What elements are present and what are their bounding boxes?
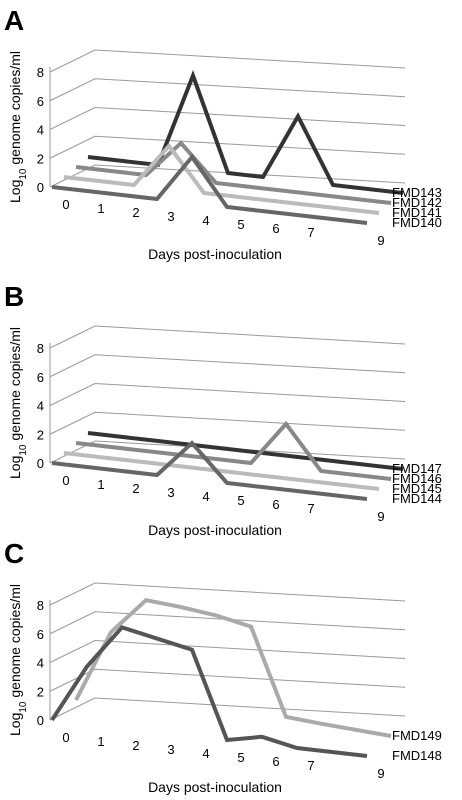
series-line	[87, 431, 404, 471]
x-tick-label: 0	[62, 473, 69, 488]
legend-label: FMD146	[392, 471, 442, 486]
grid-line	[49, 697, 406, 721]
x-tick-label: 0	[62, 730, 69, 745]
panel-letter: B	[4, 281, 24, 312]
x-tick-label: 4	[202, 213, 209, 228]
x-axis-title: Days post-inoculation	[148, 779, 282, 795]
x-tick-label: 4	[202, 746, 209, 761]
y-axis-title-part: 10	[18, 168, 29, 180]
x-axis-title: Days post-inoculation	[148, 246, 282, 262]
series-line	[63, 451, 380, 491]
grid-line	[49, 639, 406, 663]
legend-label: FMD143	[392, 185, 442, 200]
y-axis-title-part: Log	[7, 713, 23, 736]
y-tick-label: 6	[37, 370, 44, 385]
y-tick-label: 0	[37, 456, 44, 471]
x-tick-label: 7	[307, 758, 314, 773]
y-tick-label: 4	[37, 656, 44, 671]
y-axis-title-part: genome copies/ml	[7, 584, 23, 702]
x-tick-label: 9	[377, 233, 384, 248]
y-tick-label: 2	[37, 684, 44, 699]
legend-label: FMD144	[392, 491, 442, 506]
grid-line	[49, 382, 406, 406]
x-tick-label: 7	[307, 225, 314, 240]
legend-label: FMD148	[392, 748, 442, 763]
y-tick-label: 0	[37, 713, 44, 728]
series-line	[87, 69, 404, 195]
y-axis-title-part: 10	[18, 444, 29, 456]
x-tick-label: 6	[272, 754, 279, 769]
y-tick-label: 4	[37, 399, 44, 414]
series-line	[51, 440, 368, 501]
x-tick-label: 3	[167, 209, 174, 224]
x-tick-label: 4	[202, 489, 209, 504]
x-tick-label: 9	[377, 509, 384, 524]
y-axis-title: Log10 genome copies/ml	[7, 584, 29, 736]
y-tick-label: 2	[37, 151, 44, 166]
x-tick-label: 3	[167, 742, 174, 757]
y-axis-title-part: Log	[7, 180, 23, 203]
y-tick-label: 8	[37, 65, 44, 80]
x-tick-label: 2	[132, 738, 139, 753]
grid-line	[49, 78, 406, 102]
series-line	[75, 140, 392, 205]
x-tick-label: 3	[167, 485, 174, 500]
x-axis-title: Days post-inoculation	[148, 522, 282, 538]
grid-line	[49, 325, 406, 349]
panel-letter: C	[4, 538, 24, 569]
y-tick-label: 4	[37, 123, 44, 138]
series-line	[75, 420, 392, 481]
series-line	[50, 625, 368, 758]
y-axis-title-part: genome copies/ml	[7, 327, 23, 445]
x-tick-label: 5	[237, 750, 244, 765]
x-tick-label: 7	[307, 501, 314, 516]
grid-line	[49, 164, 406, 188]
series-line	[74, 598, 392, 738]
grid-line	[49, 440, 406, 464]
legend-label: FMD142	[392, 195, 442, 210]
y-tick-label: 8	[37, 341, 44, 356]
x-tick-label: 2	[132, 481, 139, 496]
x-tick-label: 5	[237, 493, 244, 508]
grid-line	[49, 611, 406, 635]
grid-line	[49, 411, 406, 435]
y-tick-label: 0	[37, 180, 44, 195]
y-axis-title-part: genome copies/ml	[7, 51, 23, 169]
y-tick-label: 8	[37, 598, 44, 613]
grid-line	[49, 582, 406, 606]
x-tick-label: 1	[97, 477, 104, 492]
y-axis-title-part: Log	[7, 456, 23, 479]
legend-label: FMD141	[392, 205, 442, 220]
legend-label: FMD149	[392, 728, 442, 743]
panel-letter: A	[4, 5, 24, 36]
x-tick-label: 6	[272, 497, 279, 512]
y-axis-title: Log10 genome copies/ml	[7, 51, 29, 203]
x-tick-label: 1	[97, 201, 104, 216]
series-line	[51, 153, 368, 225]
grid-line	[49, 354, 406, 378]
grid-line	[49, 49, 406, 73]
grid-line	[49, 135, 406, 159]
x-tick-label: 5	[237, 217, 244, 232]
y-axis-title-part: 10	[18, 701, 29, 713]
y-tick-label: 2	[37, 427, 44, 442]
x-tick-label: 9	[377, 766, 384, 781]
grid-line	[49, 668, 406, 692]
x-tick-label: 2	[132, 205, 139, 220]
x-tick-label: 6	[272, 221, 279, 236]
legend-label: FMD140	[392, 215, 442, 230]
legend-label: FMD147	[392, 461, 442, 476]
x-tick-label: 0	[62, 197, 69, 212]
y-tick-label: 6	[37, 627, 44, 642]
legend-label: FMD145	[392, 481, 442, 496]
grid-line	[49, 106, 406, 130]
x-tick-label: 1	[97, 734, 104, 749]
y-axis-title: Log10 genome copies/ml	[7, 327, 29, 479]
y-tick-label: 6	[37, 94, 44, 109]
series-line	[63, 142, 380, 215]
